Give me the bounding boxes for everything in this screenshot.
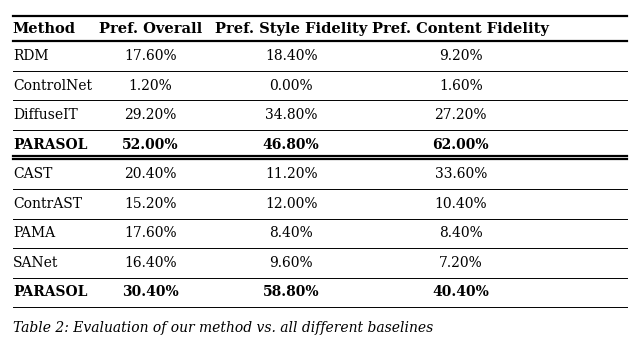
Text: 8.40%: 8.40% — [439, 226, 483, 240]
Text: 27.20%: 27.20% — [435, 108, 487, 122]
Text: 9.60%: 9.60% — [269, 256, 313, 270]
Text: 11.20%: 11.20% — [265, 167, 317, 181]
Text: CAST: CAST — [13, 167, 52, 181]
Text: 1.60%: 1.60% — [439, 79, 483, 93]
Text: Pref. Content Fidelity: Pref. Content Fidelity — [372, 22, 549, 36]
Text: 1.20%: 1.20% — [129, 79, 172, 93]
Text: ContrAST: ContrAST — [13, 197, 82, 211]
Text: 33.60%: 33.60% — [435, 167, 487, 181]
Text: 29.20%: 29.20% — [124, 108, 177, 122]
Text: Pref. Overall: Pref. Overall — [99, 22, 202, 36]
Text: ControlNet: ControlNet — [13, 79, 92, 93]
Text: RDM: RDM — [13, 49, 48, 63]
Text: 17.60%: 17.60% — [124, 226, 177, 240]
Text: Pref. Style Fidelity: Pref. Style Fidelity — [215, 22, 367, 36]
Text: 17.60%: 17.60% — [124, 49, 177, 63]
Text: 16.40%: 16.40% — [124, 256, 177, 270]
Text: 62.00%: 62.00% — [433, 138, 489, 152]
Text: 20.40%: 20.40% — [124, 167, 177, 181]
Text: 7.20%: 7.20% — [439, 256, 483, 270]
Text: 46.80%: 46.80% — [263, 138, 319, 152]
Text: 15.20%: 15.20% — [124, 197, 177, 211]
Text: 10.40%: 10.40% — [435, 197, 487, 211]
Text: PARASOL: PARASOL — [13, 285, 87, 299]
Text: PAMA: PAMA — [13, 226, 55, 240]
Text: 40.40%: 40.40% — [433, 285, 489, 299]
Text: 8.40%: 8.40% — [269, 226, 313, 240]
Text: SANet: SANet — [13, 256, 58, 270]
Text: Method: Method — [13, 22, 76, 36]
Text: PARASOL: PARASOL — [13, 138, 87, 152]
Text: DiffuseIT: DiffuseIT — [13, 108, 77, 122]
Text: 9.20%: 9.20% — [439, 49, 483, 63]
Text: Table 2: Evaluation of our method vs. all different baselines: Table 2: Evaluation of our method vs. al… — [13, 321, 433, 336]
Text: 12.00%: 12.00% — [265, 197, 317, 211]
Text: 18.40%: 18.40% — [265, 49, 317, 63]
Text: 34.80%: 34.80% — [265, 108, 317, 122]
Text: 58.80%: 58.80% — [263, 285, 319, 299]
Text: 30.40%: 30.40% — [122, 285, 179, 299]
Text: 52.00%: 52.00% — [122, 138, 179, 152]
Text: 0.00%: 0.00% — [269, 79, 313, 93]
